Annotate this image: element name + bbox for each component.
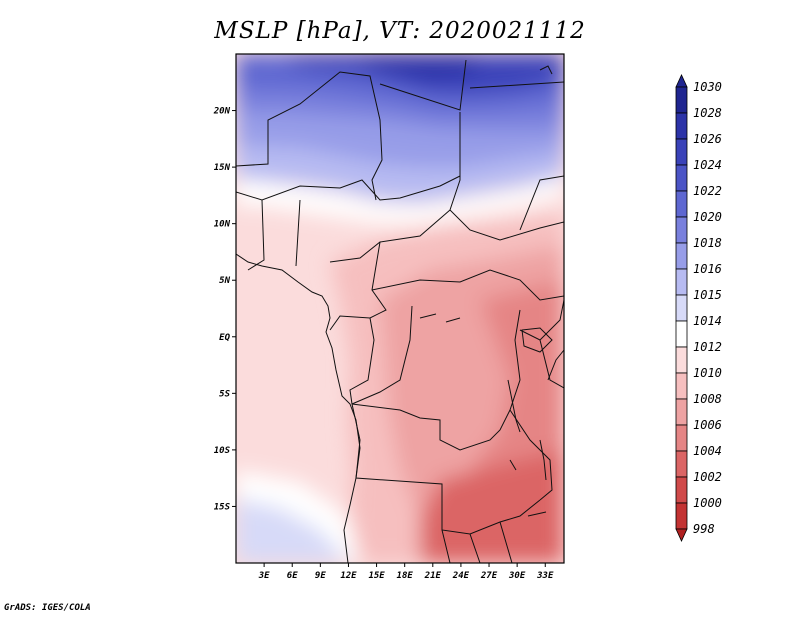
border-east-2 [509,409,553,501]
colorbar-swatch [675,294,688,322]
colorbar-level-label: 1016 [693,262,722,276]
colorbar-swatch [675,164,688,192]
lake-malawi [539,439,547,481]
x-tick-label: 21E [424,571,442,581]
colorbar-bottom-arrow [675,528,688,542]
border-central-2 [329,241,387,331]
x-tick-label: 15E [368,571,385,581]
colorbar-top-arrow [675,74,688,88]
colorbar-swatch [675,216,688,244]
x-tick-label: 33E [536,571,554,581]
colorbar-swatch [675,398,688,426]
x-axis: 3E 6E 9E 12E 15E 18E 21E 24E 27E 30E 33E [258,563,554,581]
border-sudan [519,175,564,231]
colorbar-swatch [675,502,688,530]
colorbar-level-label: 1002 [693,470,722,484]
colorbar-level-label: 1006 [693,418,722,432]
map-outlines [236,59,564,563]
colorbar-level-label: 1022 [693,184,722,198]
field-band-sw-1014 [236,470,380,563]
border-congo-3 [351,309,521,451]
colorbar-swatch [675,86,688,114]
border-congo-2 [351,305,413,405]
colorbar-level-label: 998 [693,522,715,536]
field-band-sw-1015 [236,490,360,563]
lake-small-2 [509,459,547,517]
x-tick-label: 30E [508,571,526,581]
lake-small-1 [419,313,461,323]
field-band-1004 [420,450,564,563]
colorbar-level-label: 1026 [693,132,722,146]
colorbar-swatch [675,268,688,296]
colorbar-level-label: 1004 [693,444,722,458]
y-tick-label: 5N [219,276,230,286]
border-congo-1 [349,317,375,405]
colorbar-level-label: 1015 [693,288,722,302]
pressure-field [236,54,564,563]
x-tick-label: 18E [397,571,414,581]
border-east-1 [519,299,564,389]
colorbar-level-label: 1028 [693,106,722,120]
coast-red-sea [539,65,553,75]
colorbar-level-label: 1030 [693,80,722,94]
colorbar-swatch [675,346,688,374]
coastline-east [547,349,564,381]
x-tick-label: 6E [287,571,298,581]
colorbar-level-label: 1000 [693,496,722,510]
border-south-1 [441,521,513,563]
x-tick-label: 9E [315,571,326,581]
y-tick-label: 10S [214,446,231,456]
colorbar-swatch [675,424,688,452]
colorbar-swatch [675,112,688,140]
grads-credit: GrADS: IGES/COLA [4,603,91,613]
border-north-1 [236,71,383,201]
y-axis: 20N 15N 10N 5N EQ 5S 10S 15S [213,107,236,512]
y-tick-label: 10N [214,220,231,230]
border-north-2 [379,59,564,111]
lake-victoria [521,327,553,353]
border-central-3 [371,269,564,301]
x-tick-label: 3E [258,571,270,581]
colorbar: 1030 1028 1026 1024 1022 1020 1018 1016 1015 1014… [675,74,722,542]
x-tick-label: 27E [480,571,498,581]
map-title: MSLP [hPa], VT: 2020021112 [214,18,586,44]
colorbar-swatch [675,320,688,348]
colorbar-level-label: 1020 [693,210,722,224]
field-band-1014 [236,178,564,224]
colorbar-level-label: 1008 [693,392,722,406]
colorbar-level-label: 1024 [693,158,722,172]
border-sahel-2 [449,112,564,241]
y-tick-label: 20N [213,107,231,117]
colorbar-level-label: 1012 [693,340,722,354]
colorbar-swatch [675,190,688,218]
colorbar-swatch [675,450,688,478]
border-west-1 [247,199,301,271]
plot-frame [235,53,565,564]
colorbar-swatch [675,372,688,400]
colorbar-swatch [675,138,688,166]
y-tick-label: 15S [214,502,231,512]
border-sahel-1 [236,175,461,201]
x-tick-label: 12E [340,571,357,581]
y-tick-label: 15N [214,163,231,173]
colorbar-level-label: 1014 [693,314,722,328]
x-tick-label: 24E [452,571,470,581]
colorbar-level-label: 1010 [693,366,722,380]
y-tick-label: EQ [219,333,230,343]
colorbar-level-label: 1018 [693,236,722,250]
lake-tanganyika [507,379,521,433]
colorbar-swatch [675,476,688,504]
y-tick-label: 5S [219,389,230,399]
colorbar-swatch [675,242,688,270]
field-band-1028 [360,54,480,80]
